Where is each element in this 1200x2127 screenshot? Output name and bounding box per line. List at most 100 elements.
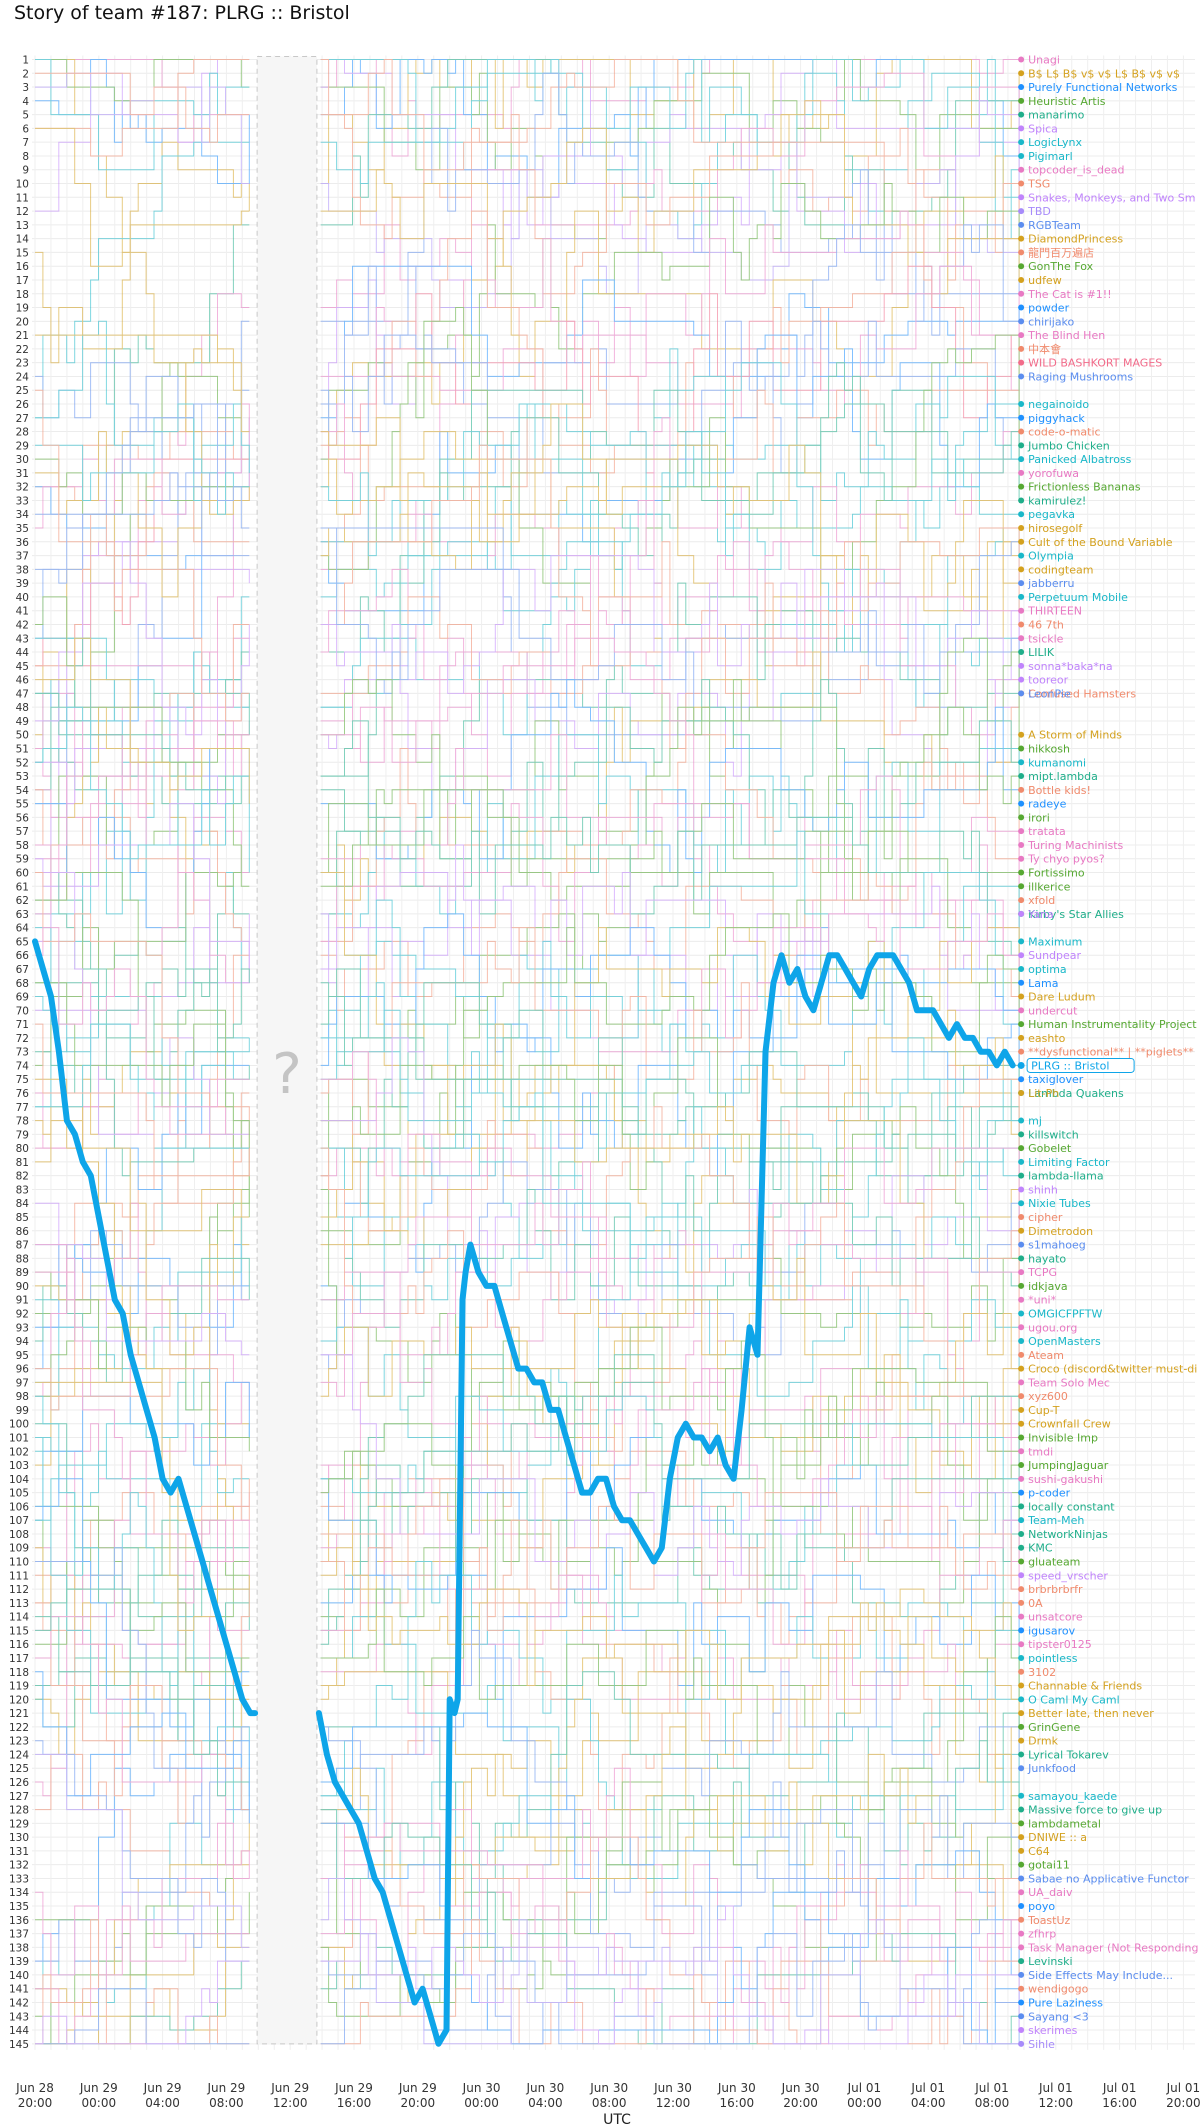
team-end-dot xyxy=(1018,152,1025,159)
team-end-dot xyxy=(1018,1930,1025,1937)
rank-tick-label: 95 xyxy=(16,1350,29,1362)
team-label: Jumbo Chicken xyxy=(1027,439,1110,452)
team-end-dot xyxy=(1018,428,1025,435)
rank-tick-label: 67 xyxy=(16,964,29,976)
rank-tick-label: 57 xyxy=(16,826,29,838)
rank-tick-label: 131 xyxy=(9,1846,29,1858)
team-label: gotai11 xyxy=(1028,1859,1070,1872)
team-trace xyxy=(320,265,1020,419)
highlight-team-label: PLRG :: Bristol xyxy=(1031,1059,1109,1072)
team-trace xyxy=(35,1202,250,1356)
rank-tick-label: 2 xyxy=(22,68,29,80)
rank-tick-label: 140 xyxy=(9,1970,29,1982)
rank-tick-label: 74 xyxy=(16,1060,30,1072)
x-tick-label: Jul 01 xyxy=(1038,2081,1073,2095)
team-label: Crownfall Crew xyxy=(1028,1418,1111,1431)
rank-tick-label: 144 xyxy=(9,2025,29,2037)
rank-tick-label: 30 xyxy=(16,454,29,466)
x-tick-label: 16:00 xyxy=(720,2096,755,2110)
team-label: udfew xyxy=(1028,274,1062,287)
team-label: poyo xyxy=(1028,1900,1055,1913)
team-end-dot xyxy=(1018,235,1025,242)
rank-tick-label: 29 xyxy=(16,440,29,452)
rank-tick-label: 71 xyxy=(16,1019,29,1031)
rank-tick-label: 117 xyxy=(9,1653,29,1665)
x-tick-label: Jun 30 xyxy=(781,2081,820,2095)
team-trace xyxy=(35,1216,250,1411)
team-trace xyxy=(320,1092,1020,1342)
x-tick-label: 20:00 xyxy=(1166,2096,1200,2110)
team-label: zfhrp xyxy=(1028,1928,1056,1941)
team-end-dot xyxy=(1018,511,1025,518)
x-tick-label: Jun 30 xyxy=(717,2081,756,2095)
rank-tick-label: 27 xyxy=(16,413,29,425)
team-end-dot xyxy=(1018,1269,1025,1276)
team-trace xyxy=(35,210,250,364)
rank-tick-label: 9 xyxy=(22,165,29,177)
team-end-dot xyxy=(1018,1971,1025,1978)
x-tick-label: 16:00 xyxy=(1102,2096,1137,2110)
team-label: OpenMasters xyxy=(1028,1335,1101,1348)
team-label: Yana xyxy=(1027,908,1054,921)
rank-tick-label: 41 xyxy=(16,606,29,618)
team-end-dot xyxy=(1018,993,1025,1000)
team-label: Purely Functional Networks xyxy=(1028,81,1178,94)
x-tick-label: 20:00 xyxy=(18,2096,53,2110)
rank-tick-label: 68 xyxy=(16,978,29,990)
team-label: Kirby's Star Allies xyxy=(1028,908,1124,921)
team-trace xyxy=(35,968,250,1094)
team-trace xyxy=(35,320,250,501)
team-label: hikkosh xyxy=(1028,743,1070,756)
team-end-dot xyxy=(1018,1558,1025,1565)
team-trace xyxy=(35,789,250,942)
rank-tick-label: 38 xyxy=(16,564,29,576)
team-end-dot xyxy=(1018,1834,1025,1841)
rank-tick-label: 103 xyxy=(9,1460,29,1472)
rank-tick-label: 80 xyxy=(16,1143,29,1155)
team-trace xyxy=(35,1616,250,1742)
rank-tick-label: 10 xyxy=(16,179,29,191)
team-label: Croco (discord&twitter must-di xyxy=(1028,1363,1197,1376)
team-end-dot xyxy=(1018,194,1025,201)
team-end-dot xyxy=(1018,1765,1025,1772)
team-trace xyxy=(35,1368,250,1521)
team-end-dot xyxy=(1018,1117,1025,1124)
x-tick-label: Jun 29 xyxy=(334,2081,373,2095)
rank-tick-label: 110 xyxy=(9,1557,29,1569)
team-end-dot xyxy=(1018,1090,1025,1096)
team-label: xyz600 xyxy=(1028,1390,1068,1403)
rank-tick-label: 120 xyxy=(9,1694,29,1706)
team-end-dot xyxy=(1018,97,1025,104)
rank-tick-label: 24 xyxy=(16,371,30,383)
team-label: Lit-Ph xyxy=(1028,1087,1059,1100)
team-end-dot xyxy=(1018,649,1025,656)
team-end-dot xyxy=(1018,1227,1025,1234)
rank-tick-label: 65 xyxy=(16,936,29,948)
team-end-dot xyxy=(1018,290,1025,297)
team-end-dot xyxy=(1018,676,1025,683)
team-label: Side Effects May Include... xyxy=(1028,1969,1173,1982)
team-end-dot xyxy=(1018,1462,1025,1469)
rank-tick-label: 53 xyxy=(16,771,29,783)
team-label: JumpingJaguar xyxy=(1027,1459,1109,1472)
team-end-dot xyxy=(1018,1351,1025,1358)
team-end-dot xyxy=(1018,773,1025,780)
rank-tick-label: 23 xyxy=(16,358,29,370)
rank-tick-label: 45 xyxy=(16,661,29,673)
team-end-dot xyxy=(1018,814,1025,821)
team-label: sushi-gakushi xyxy=(1028,1473,1103,1486)
rank-tick-label: 37 xyxy=(16,551,29,563)
team-label: Sihle xyxy=(1028,2038,1055,2051)
team-end-dot xyxy=(1018,276,1025,283)
team-label: tipster0125 xyxy=(1028,1638,1092,1651)
team-label: Team-Meh xyxy=(1027,1514,1084,1527)
team-end-dot xyxy=(1018,800,1025,807)
team-label: codingteam xyxy=(1028,563,1093,576)
x-tick-label: 04:00 xyxy=(911,2096,946,2110)
team-label: Lama xyxy=(1028,977,1058,990)
team-trace xyxy=(320,1381,1020,1631)
x-tick-label: Jun 29 xyxy=(143,2081,182,2095)
team-label: manarimo xyxy=(1028,109,1084,122)
team-end-dot xyxy=(1018,111,1025,118)
rank-tick-label: 124 xyxy=(9,1749,29,1761)
